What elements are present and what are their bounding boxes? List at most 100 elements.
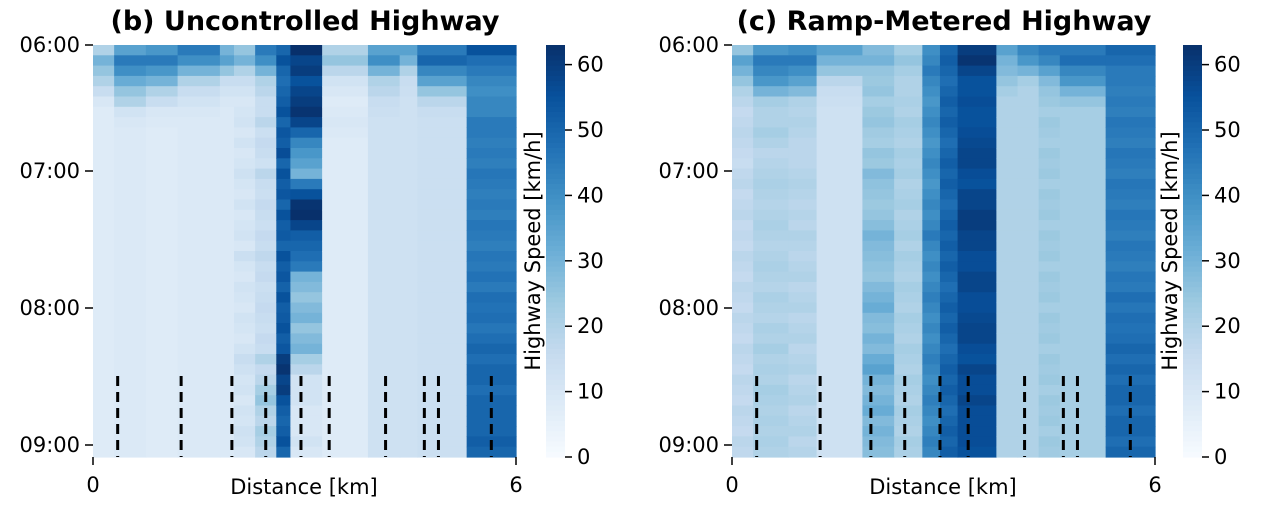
heatmap-cell	[255, 271, 277, 283]
heatmap-cell	[1038, 436, 1061, 448]
heatmap-cell	[939, 354, 959, 365]
heatmap-cell	[732, 292, 754, 304]
heatmap-cell	[939, 292, 959, 304]
heatmap-cell	[788, 292, 818, 304]
heatmap-cell	[996, 364, 1019, 376]
heatmap-cell	[93, 65, 115, 77]
heatmap-cell	[939, 415, 959, 427]
heatmap-cell	[255, 230, 277, 242]
colorbar-swatch	[546, 338, 565, 345]
heatmap-cell	[234, 343, 256, 355]
heatmap-cell	[816, 55, 864, 67]
heatmap-cell	[957, 323, 997, 334]
heatmap-cell	[996, 343, 1019, 355]
heatmap-cell	[322, 415, 369, 427]
heatmap-cell	[417, 106, 468, 118]
heatmap-cell	[1059, 178, 1107, 190]
heatmap-cell	[145, 86, 179, 98]
heatmap-cell	[114, 199, 147, 211]
heatmap-cell	[957, 251, 997, 262]
heatmap-cell	[145, 178, 179, 190]
heatmap-cell	[1105, 127, 1156, 139]
heatmap-cell	[367, 65, 401, 77]
heatmap-cell	[234, 446, 256, 458]
heatmap-cell	[1017, 230, 1040, 242]
heatmap-cell	[177, 137, 221, 149]
heatmap-cell	[939, 343, 959, 355]
heatmap-cell	[114, 137, 147, 149]
colorbar-swatch	[1183, 312, 1202, 319]
heatmap-cell	[732, 374, 754, 386]
heatmap-cell	[276, 384, 291, 396]
colorbar-swatch	[546, 426, 565, 432]
heatmap-cell	[93, 281, 115, 293]
heatmap-cell	[788, 271, 818, 283]
heatmap-cell	[114, 86, 147, 98]
heatmap-cell	[399, 271, 418, 283]
heatmap-cell	[788, 137, 818, 149]
heatmap-cell	[922, 271, 941, 283]
colorbar-swatch	[1183, 271, 1202, 278]
heatmap-cell	[177, 127, 221, 139]
colorbar-swatch	[1183, 415, 1202, 422]
heatmap-cell	[322, 127, 369, 139]
colorbar-swatch	[1183, 245, 1202, 252]
heatmap-cell	[276, 55, 291, 67]
heatmap-cell	[145, 209, 179, 221]
heatmap-cell	[957, 333, 997, 345]
heatmap-cell	[1059, 45, 1107, 56]
colorbar-swatch	[1183, 199, 1202, 206]
heatmap-cell	[276, 148, 291, 159]
colorbar-swatch	[546, 431, 565, 437]
heatmap-cell	[1105, 75, 1156, 87]
heatmap-cell	[1017, 426, 1040, 437]
heatmap-cell	[816, 302, 864, 314]
colorbar-swatch	[1183, 220, 1202, 226]
heatmap-cell	[788, 86, 818, 98]
heatmap-cell	[996, 127, 1019, 139]
heatmap-cell	[93, 45, 115, 56]
heatmap-cell	[145, 364, 179, 376]
heatmap-cell	[862, 281, 895, 293]
colorbar-swatch	[1183, 292, 1202, 298]
heatmap-cell	[753, 55, 789, 67]
heatmap-cell	[322, 158, 369, 170]
heatmap-cell	[788, 96, 818, 108]
heatmap-cell	[255, 240, 277, 252]
heatmap-cell	[466, 55, 517, 67]
heatmap-cell	[788, 251, 818, 262]
colorbar-swatch	[546, 271, 565, 278]
colorbar: 0 10 20 30 40 50 60 Highway Speed [km/h]	[1158, 45, 1241, 469]
heatmap-cell	[1059, 96, 1107, 108]
heatmap-cell	[255, 323, 277, 334]
heatmap-cell	[732, 75, 754, 87]
heatmap-cell	[788, 65, 818, 77]
heatmap-cell	[290, 354, 323, 365]
heatmap-cell	[732, 281, 754, 293]
heatmap-cell	[145, 251, 179, 262]
heatmap-cell	[788, 374, 818, 386]
colorbar-swatch	[1183, 317, 1202, 324]
heatmap-cell	[732, 426, 754, 437]
colorbar-swatch	[1183, 81, 1202, 87]
heatmap-cell	[290, 312, 323, 324]
heatmap-cell	[276, 75, 291, 87]
heatmap-cell	[114, 209, 147, 221]
heatmap-cell	[939, 178, 959, 190]
heatmap-cell	[1017, 106, 1040, 118]
heatmap-cell	[145, 426, 179, 437]
heatmap-cell	[957, 426, 997, 437]
colorbar-tick-label: 60	[1214, 53, 1241, 77]
colorbar-swatch	[546, 256, 565, 262]
heatmap-cell	[399, 354, 418, 365]
heatmap-cell	[367, 251, 401, 262]
colorbar-swatch	[1183, 390, 1202, 396]
colorbar-swatch	[546, 415, 565, 422]
heatmap-cell	[1038, 354, 1061, 365]
heatmap-cell	[234, 354, 256, 365]
heatmap-cell	[816, 189, 864, 201]
heatmap-cell	[957, 436, 997, 448]
y-tick-label: 08:00	[658, 296, 719, 320]
heatmap-cell	[922, 281, 941, 293]
